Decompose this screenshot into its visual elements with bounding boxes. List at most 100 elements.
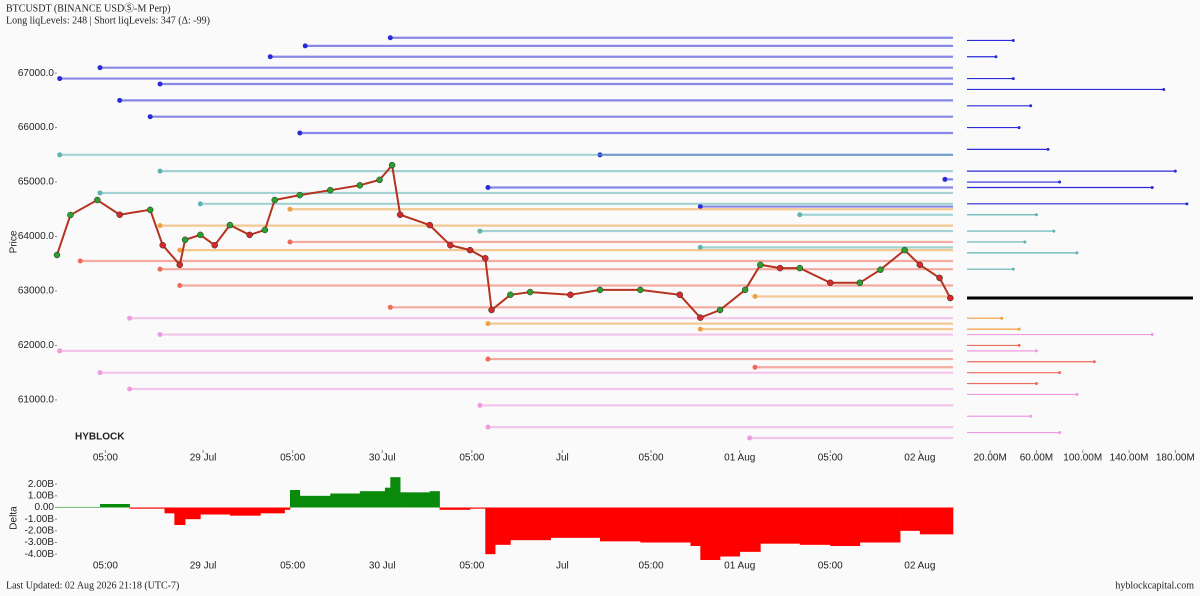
liq-bar-end bbox=[1075, 251, 1079, 255]
price-point bbox=[936, 274, 943, 282]
price-point bbox=[716, 306, 724, 314]
x-tick-label: 29 Jul bbox=[190, 561, 217, 572]
price-point bbox=[246, 231, 253, 239]
delta-bar bbox=[900, 507, 921, 531]
liq-bar-end bbox=[1029, 104, 1033, 108]
liq-level-dot bbox=[197, 201, 203, 207]
liq-level-dot bbox=[147, 114, 153, 120]
y-tick-label: -4.00B bbox=[25, 549, 55, 560]
delta-bar bbox=[739, 507, 761, 552]
liq-bar-end bbox=[1000, 316, 1004, 320]
liq-level-dot bbox=[177, 247, 183, 253]
delta-bar bbox=[299, 495, 331, 508]
x-tick-label: 140.00M bbox=[1110, 453, 1149, 464]
liq-level-dot bbox=[157, 332, 163, 338]
liq-bar-end bbox=[1046, 147, 1050, 151]
liq-bar-end bbox=[1150, 333, 1154, 337]
price-point bbox=[826, 279, 834, 287]
price-point bbox=[94, 196, 101, 204]
price-point bbox=[447, 241, 454, 249]
delta-bar bbox=[830, 507, 861, 546]
liq-level-dot bbox=[387, 304, 393, 310]
price-point bbox=[53, 251, 61, 259]
price-point bbox=[271, 196, 278, 204]
liq-level-dot bbox=[485, 184, 491, 190]
price-point bbox=[356, 182, 364, 189]
liq-level-dot bbox=[302, 43, 308, 49]
price-point bbox=[757, 261, 764, 269]
price-point bbox=[507, 291, 514, 299]
y-tick-label: 63000.0 bbox=[18, 286, 55, 297]
price-point bbox=[376, 176, 383, 184]
price-point bbox=[567, 291, 574, 299]
price-point bbox=[388, 161, 396, 169]
liq-level-dot bbox=[157, 223, 163, 229]
x-tick-label: 100.00M bbox=[1063, 453, 1102, 464]
price-point bbox=[327, 186, 334, 194]
liq-level-dot bbox=[127, 315, 133, 321]
delta-bar bbox=[100, 504, 130, 508]
liq-level-dot bbox=[57, 76, 63, 82]
delta-bar bbox=[439, 507, 471, 510]
site: hyblockcapital.com bbox=[1115, 580, 1194, 591]
y-tick-label: 1.00B bbox=[28, 490, 54, 501]
liq-level-dot bbox=[97, 190, 103, 196]
liq-bar-end bbox=[1162, 87, 1166, 91]
liq-level-dot bbox=[177, 283, 183, 289]
x-tick-label: 05:00 bbox=[639, 453, 664, 464]
x-tick-label: 29 Jul bbox=[190, 453, 217, 464]
price-point bbox=[697, 314, 704, 321]
delta-bar bbox=[700, 507, 721, 560]
price-point bbox=[116, 211, 123, 218]
delta-bar bbox=[174, 507, 186, 525]
delta-bar bbox=[799, 507, 831, 545]
delta-bar bbox=[200, 507, 231, 515]
delta-bar bbox=[164, 507, 175, 514]
liq-level-dot bbox=[477, 228, 483, 234]
liq-level-dot bbox=[77, 258, 83, 264]
x-tick-label: 60.00M bbox=[1020, 453, 1053, 464]
delta-bar bbox=[429, 491, 440, 508]
price-point bbox=[877, 266, 884, 273]
y-tick-label: 62000.0 bbox=[18, 340, 55, 351]
x-tick-label: 05:00 bbox=[280, 561, 305, 572]
delta-bar bbox=[919, 507, 954, 535]
liq-level-dot bbox=[797, 212, 803, 218]
watermark: HYBLOCK bbox=[75, 432, 125, 443]
liq-bar-end bbox=[1058, 180, 1062, 184]
price-point bbox=[159, 241, 166, 249]
x-tick-label: 05:00 bbox=[818, 561, 843, 572]
x-tick-label: 01 Aug bbox=[724, 453, 755, 464]
x-tick-label: Jul bbox=[556, 561, 569, 572]
x-tick-label: 180.00M bbox=[1156, 453, 1195, 464]
delta-bar bbox=[57, 506, 101, 508]
liq-bar-end bbox=[994, 55, 998, 59]
liq-bar-end bbox=[1058, 431, 1062, 435]
title: BTCUSDT (BINANCE USDⓈ-M Perp) bbox=[6, 2, 171, 14]
liq-level-dot bbox=[97, 65, 103, 71]
price-point bbox=[181, 236, 189, 244]
liq-level-dot bbox=[697, 244, 703, 250]
delta-bar bbox=[485, 507, 496, 555]
liq-bar-end bbox=[1017, 327, 1021, 331]
x-tick-label: 05:00 bbox=[280, 453, 305, 464]
price-point bbox=[482, 255, 489, 262]
liq-bar-end bbox=[1011, 38, 1015, 42]
y-tick-label: 0.00 bbox=[35, 502, 55, 513]
delta-bar bbox=[284, 507, 291, 510]
liq-level-dot bbox=[287, 206, 293, 212]
price-point bbox=[261, 226, 269, 234]
liq-bar-end bbox=[1075, 392, 1079, 396]
liq-level-dot bbox=[157, 81, 163, 87]
liq-level-dot bbox=[485, 321, 491, 327]
y-tick-label: 2.00B bbox=[28, 479, 54, 490]
delta-bar bbox=[330, 493, 361, 508]
liq-level-dot bbox=[485, 356, 491, 362]
liq-level-dot bbox=[477, 402, 483, 408]
price-point bbox=[466, 246, 474, 254]
last-updated: Last Updated: 02 Aug 2026 21:18 (UTC-7) bbox=[6, 580, 179, 591]
liq-level-dot bbox=[157, 168, 163, 174]
y-tick-label: 61000.0 bbox=[18, 395, 55, 406]
y-tick-label: 65000.0 bbox=[18, 177, 55, 188]
liq-bar-end bbox=[1034, 349, 1038, 353]
